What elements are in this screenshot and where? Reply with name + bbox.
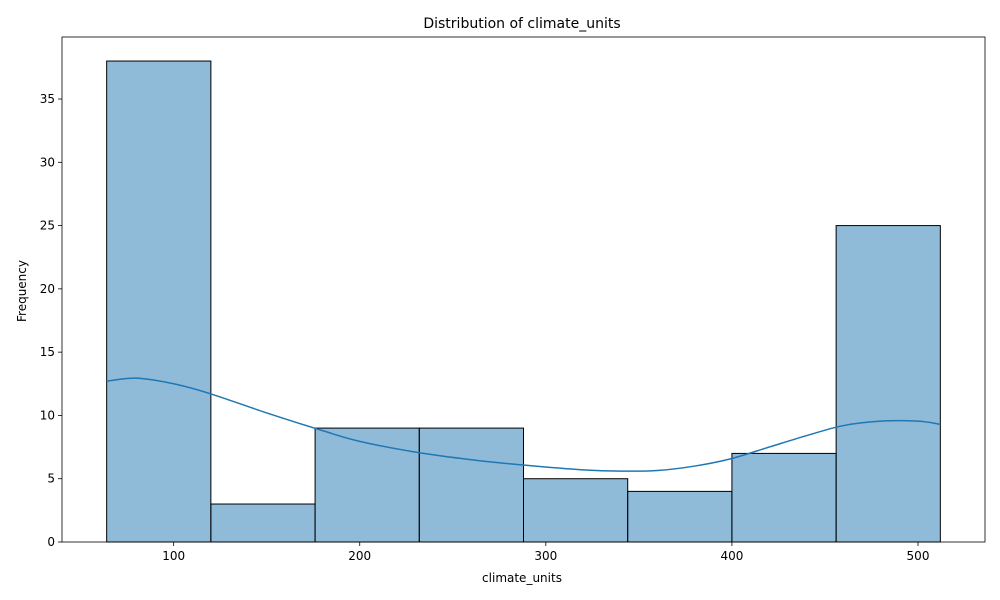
bars-group <box>106 60 941 543</box>
histogram-bar <box>627 490 733 543</box>
y-axis-ticks: 0 5 10 15 20 25 30 35 <box>40 92 62 549</box>
y-tick-label: 15 <box>40 345 55 359</box>
x-tick-label: 300 <box>534 549 557 563</box>
y-tick-label: 5 <box>47 472 55 486</box>
kde-line <box>106 377 941 472</box>
y-tick-label: 20 <box>40 282 55 296</box>
chart-title: Distribution of climate_units <box>423 16 620 32</box>
x-axis-ticks: 100 200 300 400 500 <box>162 542 929 563</box>
histogram-bar <box>731 452 837 543</box>
y-tick-label: 10 <box>40 408 55 422</box>
histogram-bar <box>210 503 316 543</box>
histogram-bar <box>523 478 629 543</box>
histogram-bar <box>418 427 524 543</box>
y-tick-label: 35 <box>40 92 55 106</box>
histogram-bar <box>314 427 420 543</box>
axes-group <box>61 36 986 543</box>
y-tick-label: 25 <box>40 219 55 233</box>
histogram-bar <box>106 60 212 543</box>
x-tick-label: 500 <box>907 549 930 563</box>
x-axis-label: climate_units <box>482 571 562 585</box>
plot-frame <box>61 36 986 543</box>
x-tick-label: 100 <box>162 549 185 563</box>
histogram-bar <box>835 225 941 543</box>
x-tick-label: 400 <box>720 549 743 563</box>
y-tick-label: 30 <box>40 155 55 169</box>
y-tick-label: 0 <box>47 535 55 549</box>
x-tick-label: 200 <box>348 549 371 563</box>
y-axis-label: Frequency <box>15 260 29 322</box>
